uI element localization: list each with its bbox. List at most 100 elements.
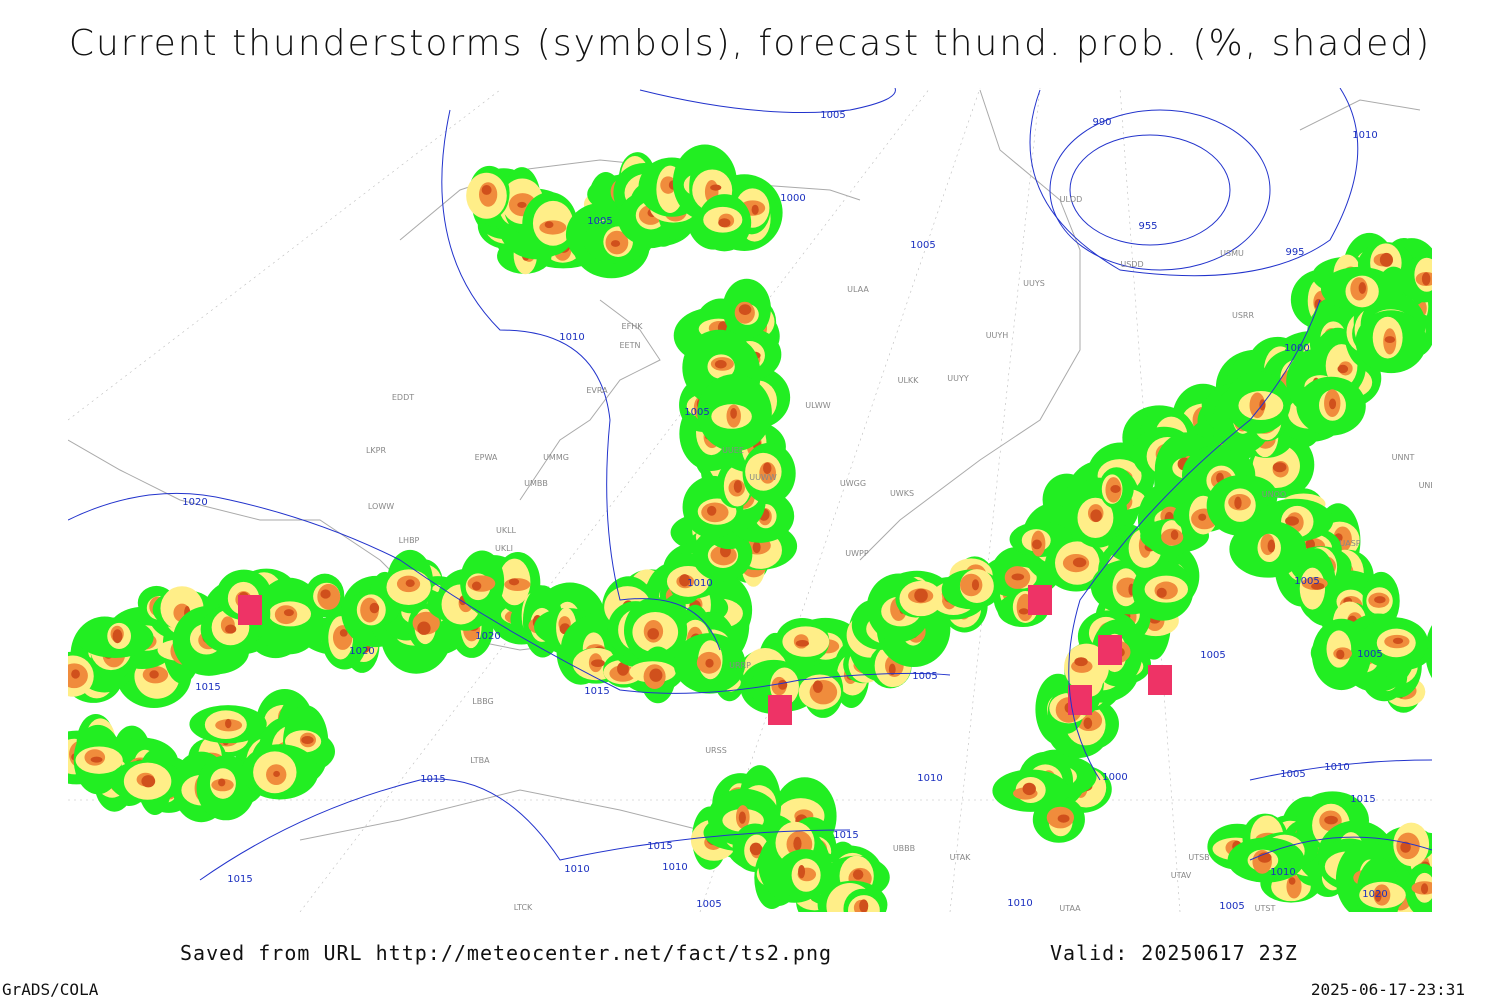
isobar-label: 1005	[1280, 769, 1305, 780]
shade	[1433, 294, 1450, 312]
isobar-label: 1015	[647, 841, 672, 852]
shade	[1384, 336, 1396, 343]
isobar-label: 1010	[662, 862, 687, 873]
shade	[149, 670, 159, 679]
shade	[112, 629, 123, 644]
isobar-label: 1010	[564, 864, 589, 875]
shade	[71, 669, 80, 679]
shade	[1421, 272, 1431, 286]
station-code: LTBA	[470, 756, 490, 765]
station-code: ULAA	[847, 285, 869, 294]
isobar-label: 1000	[1284, 343, 1309, 354]
station-code: LOWW	[368, 502, 394, 511]
valid-time: Valid: 20250617 23Z	[1050, 941, 1298, 965]
station-code: UUYS	[1023, 279, 1045, 288]
isobar-label: 1005	[1219, 901, 1244, 912]
saved-from: Saved from URL http://meteocenter.net/fa…	[180, 941, 832, 965]
isobar-label: 990	[1092, 117, 1111, 128]
station-code: ULDD	[1060, 195, 1083, 204]
station-code: UWPP	[845, 549, 869, 558]
shade	[1420, 883, 1429, 895]
shade	[1425, 625, 1432, 679]
station-code: LBBG	[472, 697, 494, 706]
station-code: EPWA	[475, 453, 498, 462]
shade	[710, 184, 722, 191]
shade	[778, 679, 788, 690]
isobar-label: 1010	[917, 773, 942, 784]
shade	[467, 575, 496, 592]
shade	[544, 221, 554, 229]
station-code: UMMG	[543, 453, 569, 462]
shade	[417, 621, 431, 635]
station-code: UTAK	[950, 853, 972, 862]
shade	[617, 661, 629, 676]
shade	[749, 842, 763, 856]
isobar-label: 1015	[1350, 794, 1375, 805]
isobar-label: 1005	[696, 899, 721, 910]
station-code: UASP	[1339, 539, 1360, 548]
station-code: USDD	[1120, 260, 1143, 269]
shade	[218, 778, 226, 787]
shade	[1110, 485, 1121, 493]
shade	[1379, 252, 1394, 267]
isobar-label: 1010	[1270, 867, 1295, 878]
shade	[859, 899, 869, 912]
shade	[141, 775, 156, 788]
station-code: UKLI	[495, 544, 513, 553]
shade	[225, 624, 237, 634]
station-code: URRP	[729, 661, 751, 670]
isobar-label: 995	[1285, 247, 1304, 258]
isobar-label: 1020	[349, 646, 374, 657]
title: Current thunderstorms (symbols), forecas…	[69, 23, 1431, 64]
station-code: URSS	[705, 746, 727, 755]
station-code: UNOO	[1262, 490, 1286, 499]
shade	[1436, 636, 1471, 671]
shade	[471, 581, 482, 591]
isobar-label: 1010	[1324, 762, 1349, 773]
station-code: UUYY	[947, 374, 969, 383]
shade	[1440, 644, 1462, 663]
probability-shading	[68, 144, 1471, 912]
shade	[508, 578, 520, 586]
station-code: LHBP	[399, 536, 420, 545]
shade	[679, 574, 691, 587]
shade	[1234, 496, 1242, 510]
isobar-label: 1005	[910, 240, 935, 251]
shade	[647, 628, 660, 640]
isobar-label: 1005	[820, 110, 845, 121]
isobar-label: 1005	[912, 671, 937, 682]
shade	[649, 668, 663, 682]
shade	[369, 602, 380, 614]
isobar-label: 1015	[584, 686, 609, 697]
isobar-label: 1005	[684, 407, 709, 418]
station-code: ULWW	[805, 401, 830, 410]
shade	[733, 480, 743, 493]
station-code: USMU	[1220, 249, 1244, 258]
shade	[1400, 841, 1411, 853]
station-code: UUEE	[722, 446, 744, 455]
shade	[1032, 539, 1042, 550]
shade	[1288, 877, 1296, 885]
station-code: LTCK	[514, 903, 533, 912]
shade	[1311, 582, 1325, 590]
station-code: UUWW	[749, 473, 777, 482]
shade	[714, 359, 727, 369]
shade	[591, 659, 605, 667]
shade	[959, 573, 983, 597]
shade	[225, 718, 232, 729]
isobar-label: 1015	[833, 830, 858, 841]
shade	[1198, 513, 1207, 521]
shade	[812, 680, 823, 693]
station-code: UTAV	[1171, 871, 1192, 880]
thunderstorm-symbol	[1148, 665, 1172, 695]
isobar-label: 1005	[1294, 576, 1319, 587]
shade	[798, 864, 806, 879]
station-code: UBBB	[893, 844, 915, 853]
station-code: LKPR	[366, 446, 387, 455]
shade	[301, 736, 314, 745]
map-labels: 1005 990 1010 1000 1005 955 1005 995 1010 1000 100…	[182, 110, 1442, 912]
station-code: UWKS	[890, 489, 914, 498]
shade	[1011, 573, 1025, 581]
station-code: UNBB	[1419, 481, 1442, 490]
thunderstorm-symbol	[1028, 585, 1052, 615]
